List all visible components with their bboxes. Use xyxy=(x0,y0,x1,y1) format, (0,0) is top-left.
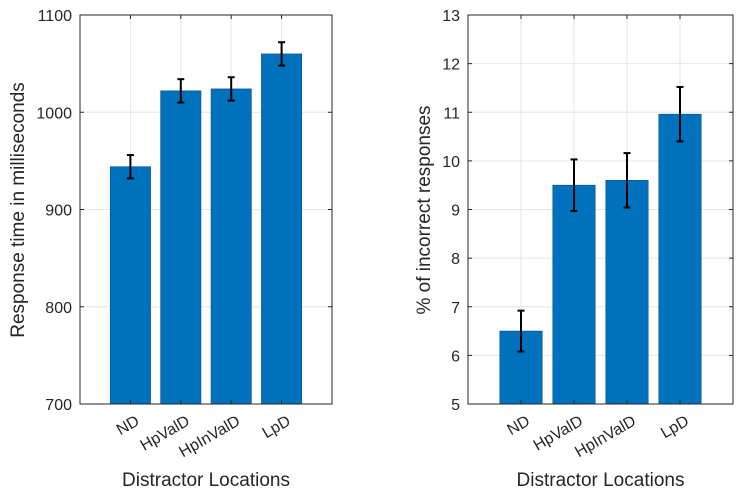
y-tick-label-6: 11 xyxy=(443,105,460,122)
y-tick-label-4: 1100 xyxy=(38,8,73,25)
y-tick-label-0: 5 xyxy=(451,397,460,414)
y-tick-label-8: 13 xyxy=(442,8,460,25)
bar-lpd xyxy=(261,53,303,405)
y-tick-label-1: 800 xyxy=(45,300,72,317)
y-tick-label-4: 9 xyxy=(451,203,460,220)
x-tick-label-lpd: LpD xyxy=(658,413,692,442)
y-tick-label-3: 8 xyxy=(451,251,460,268)
y-tick-label-0: 700 xyxy=(45,397,72,414)
y-tick-label-3: 1000 xyxy=(36,105,72,122)
y-axis-label: % of incorrect responses xyxy=(414,105,435,314)
bar-lpd xyxy=(658,113,702,405)
bar-hpvald xyxy=(552,184,596,405)
y-tick-label-2: 7 xyxy=(451,300,460,317)
y-tick-label-7: 12 xyxy=(442,57,460,74)
y-tick-label-5: 10 xyxy=(442,154,460,171)
y-tick-label-2: 900 xyxy=(45,203,72,220)
y-tick-label-1: 6 xyxy=(451,348,460,365)
y-axis-label: Response time in milliseconds xyxy=(8,82,29,338)
x-tick-label-lpd: LpD xyxy=(260,413,294,442)
x-axis-label: Distractor Locations xyxy=(517,470,685,491)
bar-hpvald xyxy=(160,90,202,405)
bar-hpinvald xyxy=(210,88,252,405)
bar-hpinvald xyxy=(605,180,649,405)
x-axis-label: Distractor Locations xyxy=(122,470,290,491)
x-tick-label-nd: ND xyxy=(504,413,533,439)
bar-nd xyxy=(109,166,151,405)
x-tick-label-hpinvald: HpInValD xyxy=(572,413,639,461)
x-tick-label-nd: ND xyxy=(114,413,143,439)
